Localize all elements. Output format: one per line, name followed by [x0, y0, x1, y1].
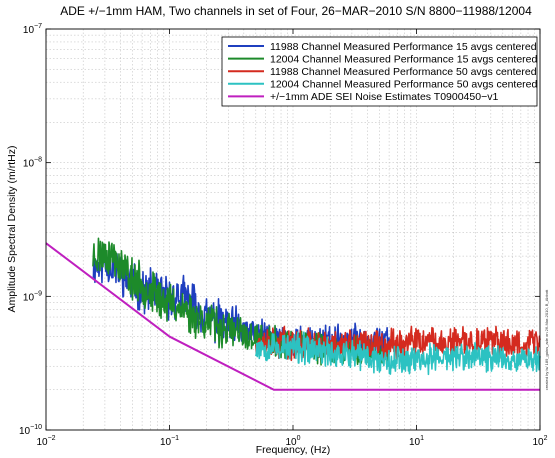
legend-label: 12004 Channel Measured Performance 15 av… [270, 53, 537, 65]
legend-box [221, 36, 538, 107]
series-line-5 [45, 242, 540, 391]
x-tick-label: 100 [285, 435, 300, 448]
y-tick-label: 10−8 [23, 157, 42, 170]
y-tick-label: 10−9 [23, 290, 42, 303]
y-tick-labels: 10−10 10−9 10−8 10−7 [19, 23, 42, 437]
series-line-4 [255, 331, 541, 376]
creation-note: created by ls/ 189_gains_ade on 26-Mar-2… [544, 289, 549, 390]
y-tick-label: 10−10 [19, 424, 42, 437]
plot-frame [45, 28, 541, 431]
x-axis-label: Frequency, (Hz) [256, 444, 331, 456]
chart-title: ADE +/−1mm HAM, Two channels in set of F… [60, 4, 532, 18]
x-tick-label: 10−1 [160, 435, 179, 448]
legend-label: 11988 Channel Measured Performance 50 av… [270, 66, 537, 78]
series-layer [45, 237, 541, 391]
legend: 11988 Channel Measured Performance 15 av… [221, 36, 538, 107]
x-tick-labels: 10−2 10−1 100 101 102 [36, 435, 547, 448]
legend-label: 11988 Channel Measured Performance 15 av… [270, 41, 537, 53]
legend-label: 12004 Channel Measured Performance 50 av… [270, 79, 537, 91]
x-tick-label: 101 [409, 435, 424, 448]
x-tick-label: 10−2 [36, 435, 55, 448]
y-tick-label: 10−7 [23, 23, 42, 36]
legend-label: +/−1mm ADE SEI Noise Estimates T0900450−… [270, 91, 498, 103]
y-axis-label: Amplitude Spectral Density (m/rtHz) [6, 146, 18, 313]
x-tick-label: 102 [532, 435, 547, 448]
